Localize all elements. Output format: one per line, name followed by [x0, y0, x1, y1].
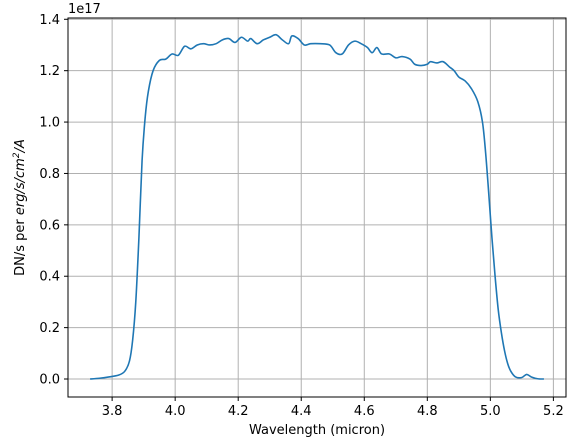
- y-tick-label: 1.0: [39, 116, 60, 131]
- y-tick-label: 0.6: [39, 218, 60, 233]
- x-tick-label: 3.8: [102, 404, 123, 419]
- series-layer: [89, 33, 544, 380]
- plot-frame: [67, 17, 567, 398]
- y-tick-label: 1.2: [39, 64, 60, 79]
- x-tick-label: 4.0: [165, 404, 186, 419]
- y-axis: 0.0 0.2 0.4 0.6 0.8 1.0 1.2 1.4: [39, 13, 68, 388]
- x-axis: 3.8 4.0 4.2 4.4 4.6 4.8 5.0 5.2: [102, 397, 564, 419]
- y-axis-label: DN/s per erg/s/cm2/A: [12, 139, 28, 276]
- y-tick-label: 0.8: [39, 167, 60, 182]
- x-tick-label: 4.2: [228, 404, 249, 419]
- series-line: [89, 33, 544, 380]
- y-tick-label: 1.4: [39, 13, 60, 28]
- x-tick-label: 4.8: [417, 404, 438, 419]
- x-tick-label: 5.0: [480, 404, 501, 419]
- y-tick-label: 0.0: [39, 373, 60, 388]
- y-axis-label-exponent: 2: [12, 152, 22, 158]
- x-tick-label: 4.4: [291, 404, 312, 419]
- y-tick-label: 0.4: [39, 270, 60, 285]
- x-axis-label: Wavelength (micron): [249, 423, 385, 438]
- y-axis-label-math: erg/s/cm: [13, 158, 28, 215]
- y-tick-label: 0.2: [39, 321, 60, 336]
- x-tick-label: 4.6: [354, 404, 375, 419]
- y-axis-label-math-tail: /A: [13, 139, 28, 153]
- y-axis-label-plain: DN/s per: [13, 215, 28, 276]
- x-tick-label: 5.2: [543, 404, 564, 419]
- y-offset-text: 1e17: [68, 2, 101, 17]
